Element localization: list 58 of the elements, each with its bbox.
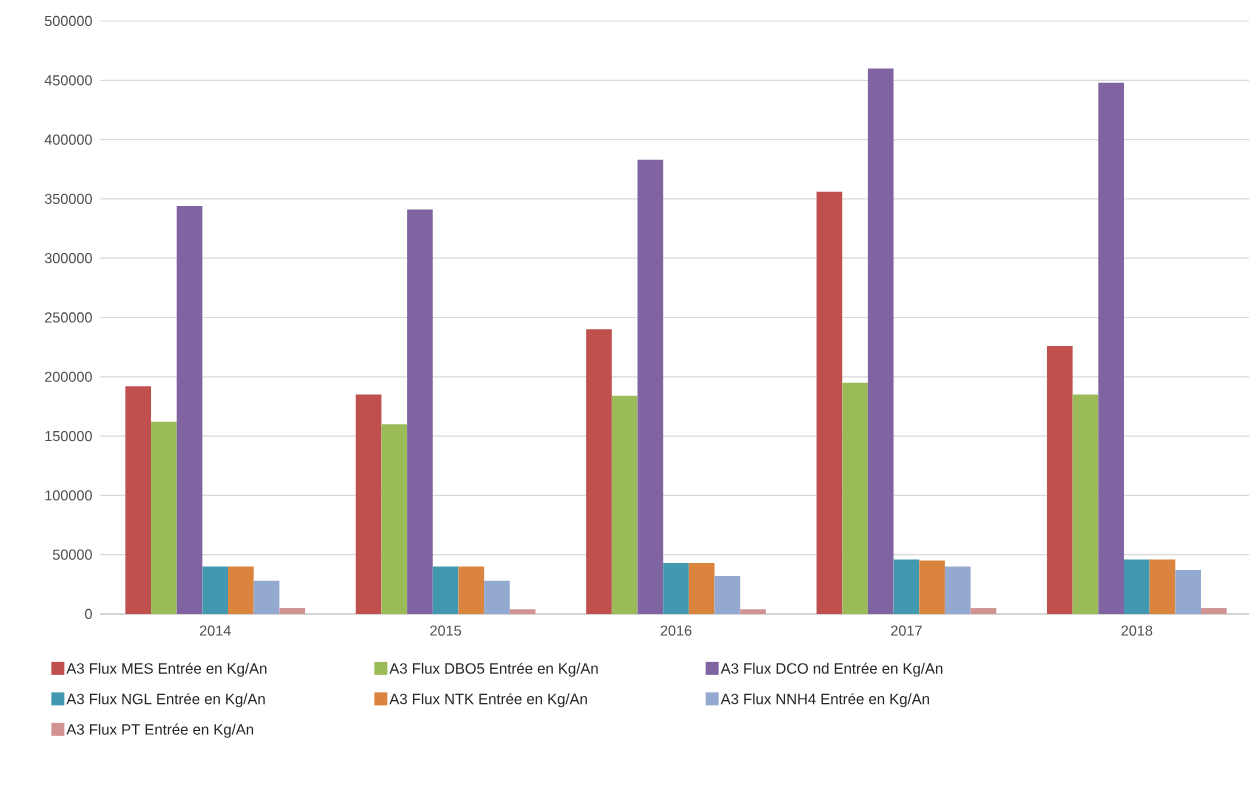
x-tick-label: 2015 bbox=[430, 625, 462, 636]
bar bbox=[637, 159, 664, 614]
bar bbox=[407, 209, 433, 614]
bar bbox=[432, 566, 459, 614]
y-tick-label: 100000 bbox=[45, 490, 92, 501]
bar bbox=[253, 580, 280, 614]
bar bbox=[509, 609, 536, 614]
bar bbox=[714, 576, 741, 614]
x-tick-label: 2017 bbox=[891, 625, 922, 636]
legend-label: A3 Flux DCO nd Entrée en Kg/An bbox=[720, 662, 943, 677]
x-tick-label: 2016 bbox=[660, 625, 692, 636]
y-tick-label: 500000 bbox=[44, 15, 92, 27]
bar bbox=[919, 560, 945, 614]
bar bbox=[1072, 394, 1099, 614]
y-tick-label: 250000 bbox=[45, 312, 92, 323]
bar bbox=[842, 382, 868, 614]
bar bbox=[202, 566, 229, 614]
bar bbox=[355, 394, 382, 614]
bar bbox=[1200, 608, 1227, 614]
y-tick-label: 150000 bbox=[45, 430, 92, 442]
bar bbox=[458, 566, 485, 614]
bar bbox=[944, 566, 971, 614]
bar bbox=[1123, 559, 1150, 614]
bar bbox=[970, 608, 997, 614]
bar bbox=[1175, 570, 1201, 614]
legend-label: A3 Flux NGL Entrée en Kg/An bbox=[66, 693, 265, 708]
legend-label: A3 Flux MES Entrée en Kg/An bbox=[66, 662, 267, 677]
x-tick-label: 2018 bbox=[1121, 625, 1153, 636]
bar bbox=[381, 424, 408, 614]
bar bbox=[176, 206, 203, 614]
bar bbox=[125, 386, 152, 614]
bar bbox=[279, 608, 306, 614]
bar bbox=[1149, 559, 1176, 614]
bar bbox=[893, 559, 920, 614]
y-tick-label: 200000 bbox=[45, 371, 92, 382]
bar bbox=[1098, 82, 1124, 614]
legend-label: A3 Flux NTK Entrée en Kg/An bbox=[389, 693, 587, 708]
legend-label: A3 Flux PT Entrée en Kg/An bbox=[66, 723, 254, 738]
y-tick-label: 400000 bbox=[44, 134, 92, 145]
bar bbox=[586, 329, 612, 614]
bar bbox=[867, 68, 894, 614]
y-tick-label: 450000 bbox=[44, 75, 92, 86]
bar bbox=[484, 580, 510, 614]
y-tick-label: 50000 bbox=[52, 549, 92, 560]
legend-label: A3 Flux DBO5 Entrée en Kg/An bbox=[389, 662, 598, 677]
bar bbox=[228, 566, 254, 614]
bar bbox=[1046, 345, 1073, 614]
y-tick-label: 0 bbox=[85, 608, 92, 620]
y-tick-label: 350000 bbox=[44, 193, 92, 204]
bar bbox=[816, 191, 843, 614]
bar bbox=[151, 421, 177, 614]
bar bbox=[611, 395, 638, 614]
bar bbox=[688, 562, 715, 614]
legend-label: A3 Flux NNH4 Entrée en Kg/An bbox=[720, 693, 929, 708]
y-tick-label: 300000 bbox=[44, 253, 92, 264]
x-tick-label: 2014 bbox=[199, 625, 231, 636]
bar bbox=[740, 609, 766, 614]
bar bbox=[663, 562, 689, 614]
